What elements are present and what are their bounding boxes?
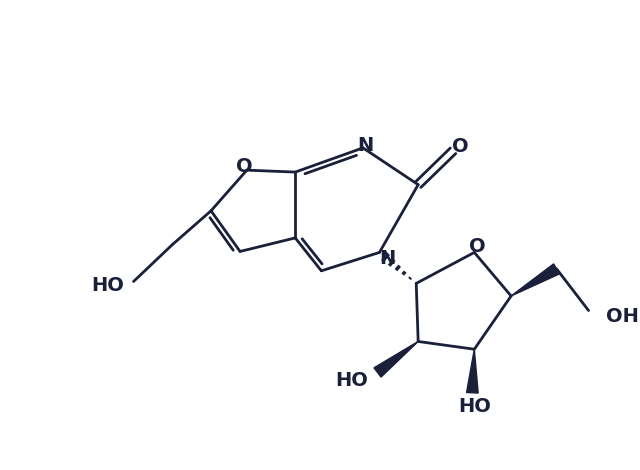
- Polygon shape: [374, 342, 418, 377]
- Text: N: N: [357, 136, 373, 156]
- Text: O: O: [236, 157, 252, 176]
- Text: O: O: [452, 137, 469, 157]
- Text: HO: HO: [458, 397, 491, 416]
- Polygon shape: [467, 349, 478, 393]
- Text: N: N: [379, 249, 396, 268]
- Polygon shape: [511, 264, 559, 296]
- Text: HO: HO: [91, 276, 124, 295]
- Text: O: O: [469, 237, 486, 256]
- Text: OH: OH: [606, 307, 639, 326]
- Text: HO: HO: [335, 371, 368, 390]
